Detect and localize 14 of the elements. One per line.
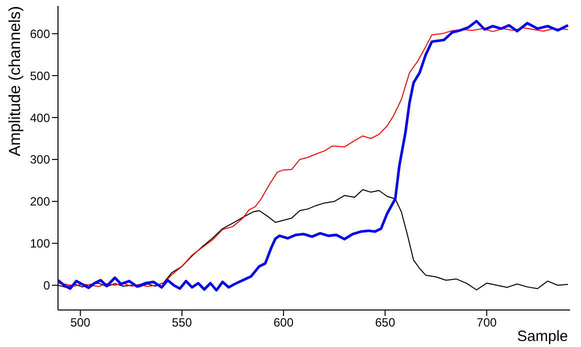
x-tick-label: 500 — [70, 316, 91, 330]
y-tick-label: 300 — [30, 152, 50, 167]
x-tick-label: 700 — [476, 316, 498, 330]
y-tick-label: 200 — [30, 194, 50, 209]
y-tick-label: 400 — [30, 110, 50, 125]
x-tick-label: 650 — [375, 316, 396, 330]
x-axis-title: Sample — [517, 328, 568, 345]
y-tick-label: 600 — [30, 26, 50, 41]
y-tick-label: 0 — [43, 278, 50, 293]
x-tick-label: 550 — [172, 316, 192, 330]
y-tick-label: 100 — [30, 236, 50, 251]
y-axis-title: Amplitude (channels) — [7, 6, 24, 156]
x-tick-label: 600 — [274, 316, 294, 330]
y-tick-label: 500 — [30, 68, 50, 83]
